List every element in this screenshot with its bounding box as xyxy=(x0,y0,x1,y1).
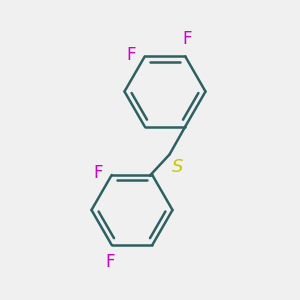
Text: F: F xyxy=(106,254,115,272)
Text: S: S xyxy=(172,158,183,175)
Text: F: F xyxy=(94,164,103,182)
Text: F: F xyxy=(127,46,136,64)
Text: F: F xyxy=(182,30,191,48)
